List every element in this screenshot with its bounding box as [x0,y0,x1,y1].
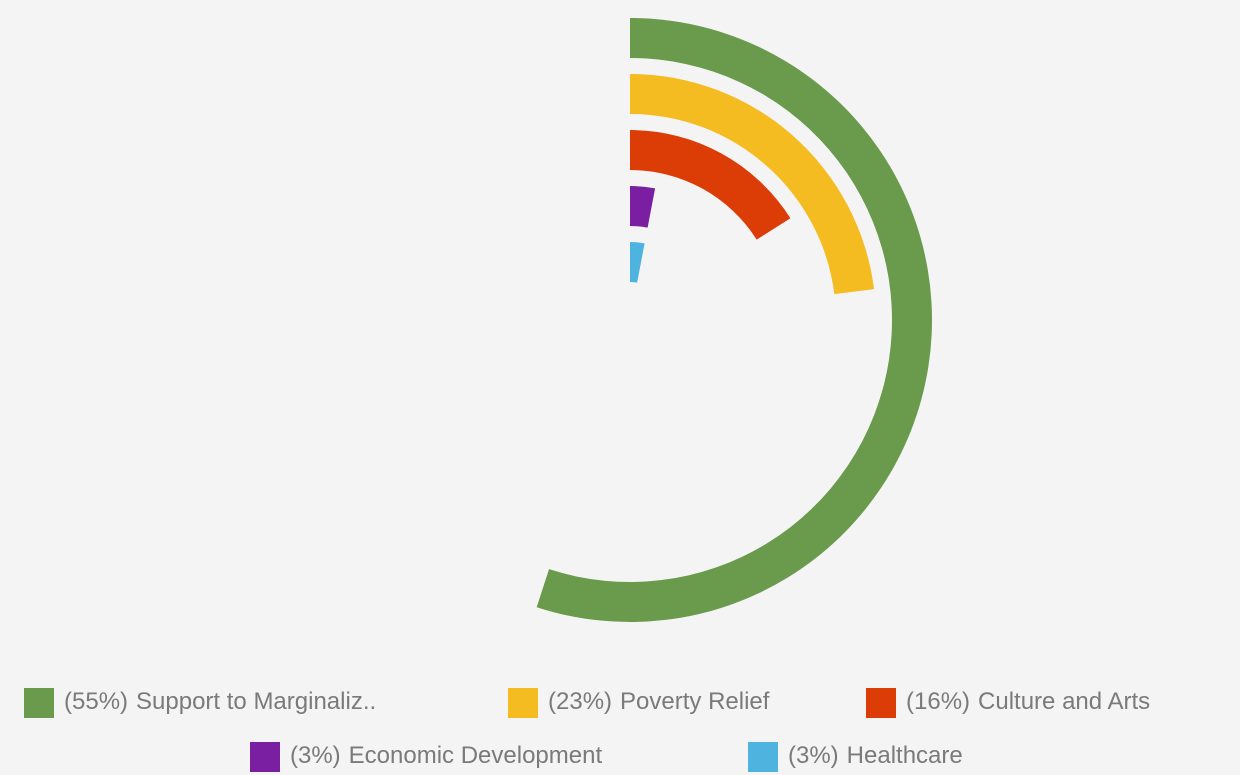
radial-bar [630,74,875,295]
legend-name: Culture and Arts [978,688,1150,715]
legend-label: (55%) Support to Marginaliz.. [64,688,376,715]
legend-label: (3%) Healthcare [788,742,963,769]
legend-name: Support to Marginaliz.. [136,688,376,715]
legend-label: (3%) Economic Development [290,742,602,769]
radial-bar [630,130,791,240]
legend-value: (3%) [788,742,839,769]
legend-name: Healthcare [847,742,963,769]
legend-swatch [508,688,538,718]
legend-label: (16%) Culture and Arts [906,688,1150,715]
legend-swatch [748,742,778,772]
radial-bar [630,242,645,283]
radial-bar [630,186,656,228]
legend-value: (3%) [290,742,341,769]
legend-name: Economic Development [349,742,603,769]
legend-swatch [250,742,280,772]
legend-swatch [24,688,54,718]
legend-value: (23%) [548,688,612,715]
legend-label: (23%) Poverty Relief [548,688,770,715]
legend-swatch [866,688,896,718]
legend-name: Poverty Relief [620,688,770,715]
legend-value: (55%) [64,688,128,715]
legend-value: (16%) [906,688,970,715]
